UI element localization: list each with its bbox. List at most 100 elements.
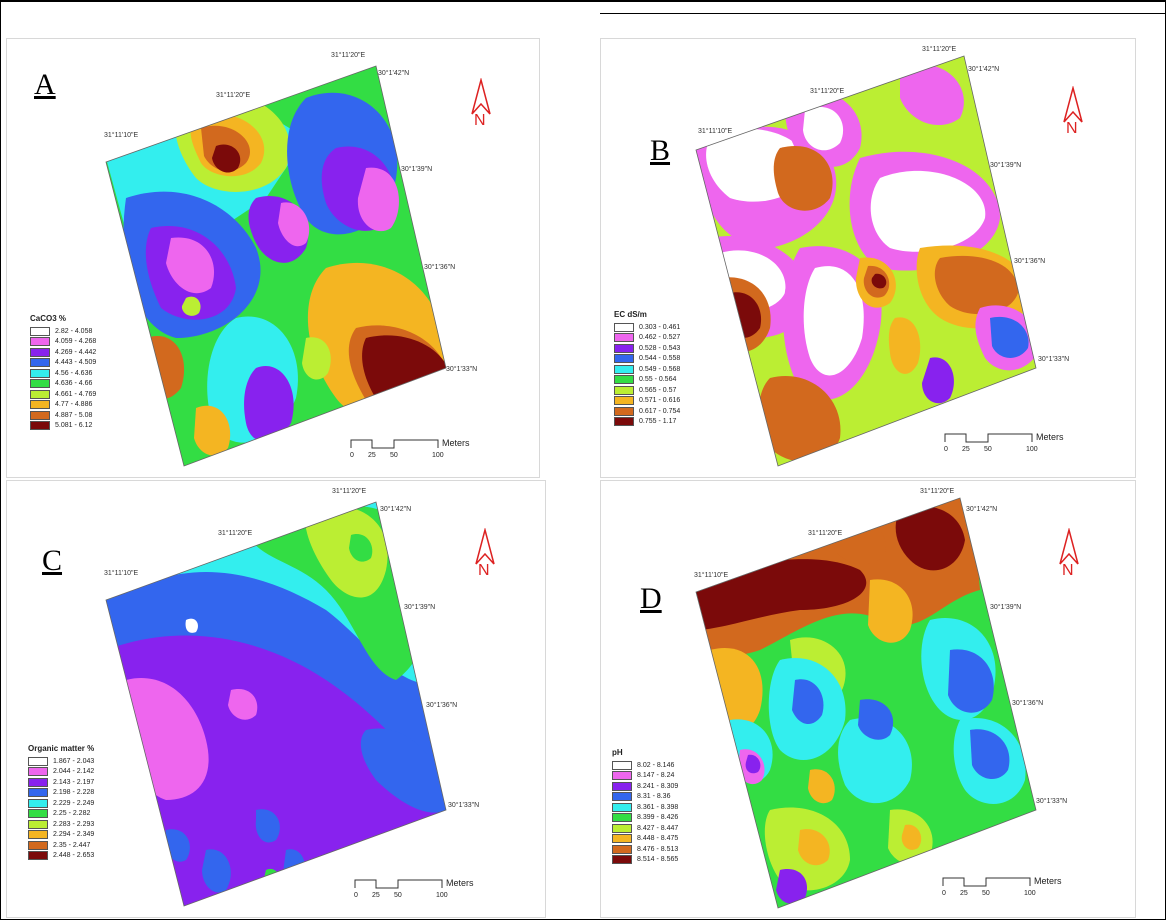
north-arrow-icon	[471, 78, 491, 115]
panel-border	[600, 480, 1136, 918]
coord-left: 31°11'10"E	[104, 570, 139, 577]
legend-item: 0.303 - 0.461	[614, 322, 680, 333]
legend-label: 0.571 - 0.616	[639, 397, 681, 405]
legend-label: 0.303 - 0.461	[639, 323, 681, 331]
legend-label: 8.514 - 8.565	[637, 856, 679, 864]
scale-tick: 100	[1026, 446, 1038, 453]
ec-map	[695, 55, 1037, 467]
legend-swatch	[612, 802, 632, 812]
legend-swatch	[612, 771, 632, 781]
legend-label: 0.462 - 0.527	[639, 334, 681, 342]
scale-unit: Meters	[1036, 432, 1064, 442]
legend: pH 8.02 - 8.146 8.147 - 8.24 8.241 - 8.309…	[612, 748, 678, 865]
legend-item: 8.514 - 8.565	[612, 855, 678, 866]
north-arrow: N	[466, 78, 496, 138]
legend-swatch	[612, 792, 632, 802]
legend-label: 4.636 - 4.66	[55, 380, 93, 388]
legend-swatch	[30, 358, 50, 368]
scale-tick: 50	[390, 452, 398, 459]
coord-mid: 31°11'20"E	[810, 88, 845, 95]
legend-item: 4.059 - 4.268	[30, 337, 96, 348]
scale-bar-graphic	[350, 439, 439, 449]
legend-item: 8.448 - 8.475	[612, 834, 678, 845]
coord-top: 31°11'20"E	[920, 488, 955, 495]
legend-label: 8.448 - 8.475	[637, 835, 679, 843]
legend-item: 2.283 - 2.293	[28, 819, 94, 830]
legend-swatch	[30, 368, 50, 378]
scale-tick: 100	[432, 452, 444, 459]
legend-item: 2.25 - 2.282	[28, 809, 94, 820]
coord-left: 31°11'10"E	[694, 572, 729, 579]
legend-label: 0.549 - 0.568	[639, 365, 681, 373]
legend-item: 0.617 - 0.754	[614, 406, 680, 417]
legend-label: 4.443 - 4.509	[55, 359, 97, 367]
scale-ticks: 0 25 50 100	[942, 890, 1036, 900]
legend-swatch	[28, 798, 48, 808]
coord-r3: 30°1'36"N	[1014, 258, 1046, 265]
legend-swatch	[28, 830, 48, 840]
legend-swatch	[28, 788, 48, 798]
north-arrow-icon	[1059, 528, 1079, 565]
north-label: N	[474, 112, 486, 129]
coord-r2: 30°1'39"N	[990, 162, 1022, 169]
legend-item: 0.55 - 0.564	[614, 375, 680, 386]
coord-top: 31°11'20"E	[922, 46, 957, 53]
coord-r3: 30°1'36"N	[424, 264, 456, 271]
legend: CaCO3 % 2.82 - 4.058 4.059 - 4.268 4.269 -…	[30, 314, 96, 431]
coord-r4: 30°1'33"N	[446, 366, 478, 373]
coord-top: 31°11'20"E	[332, 488, 367, 495]
coord-r4: 30°1'33"N	[1038, 356, 1070, 363]
legend-item: 2.229 - 2.249	[28, 798, 94, 809]
scale-bar-graphic	[942, 877, 1031, 887]
legend-label: 4.059 - 4.268	[55, 338, 97, 346]
legend-swatch	[28, 756, 48, 766]
legend-item: 2.35 - 2.447	[28, 840, 94, 851]
legend-swatch	[30, 379, 50, 389]
coord-left: 31°11'10"E	[698, 128, 733, 135]
legend-item: 2.82 - 4.058	[30, 326, 96, 337]
legend-label: 2.82 - 4.058	[55, 327, 93, 335]
scale-bar-graphic	[354, 879, 443, 889]
coord-r2: 30°1'39"N	[404, 604, 436, 611]
scale-bar: Meters 0 25 50 100	[942, 874, 1062, 900]
legend-label: 4.661 - 4.769	[55, 390, 97, 398]
legend-item: 0.528 - 0.543	[614, 343, 680, 354]
scale-tick: 0	[354, 892, 358, 899]
legend-item: 2.143 - 2.197	[28, 777, 94, 788]
legend-item: 8.361 - 8.398	[612, 802, 678, 813]
ph-map	[695, 497, 1037, 909]
scale-tick: 25	[962, 446, 970, 453]
scale-tick: 100	[1024, 890, 1036, 897]
top-rule-right	[600, 13, 1166, 14]
legend-swatch	[612, 823, 632, 833]
legend-label: 2.294 - 2.349	[53, 831, 95, 839]
coord-r2: 30°1'39"N	[990, 604, 1022, 611]
north-arrow-icon	[1063, 86, 1083, 123]
legend-label: 8.02 - 8.146	[637, 761, 675, 769]
legend-label: 4.56 - 4.636	[55, 369, 93, 377]
panel-letter: B	[650, 134, 671, 167]
legend-swatch	[614, 364, 634, 374]
top-rule	[0, 0, 1166, 2]
legend-swatch	[614, 343, 634, 353]
scale-tick: 50	[982, 890, 990, 897]
legend: Organic matter % 1.867 - 2.043 2.044 - 2.…	[28, 744, 94, 861]
legend-swatch	[30, 347, 50, 357]
legend-label: 1.867 - 2.043	[53, 757, 95, 765]
legend-label: 4.887 - 5.08	[55, 411, 93, 419]
scale-ticks: 0 25 50 100	[354, 892, 448, 902]
legend-swatch	[28, 767, 48, 777]
coord-r1: 30°1'42"N	[968, 66, 1000, 73]
legend-swatch	[612, 813, 632, 823]
legend-item: 4.887 - 5.08	[30, 410, 96, 421]
scale-tick: 50	[984, 446, 992, 453]
legend-swatch	[30, 389, 50, 399]
legend-title: pH	[612, 748, 623, 757]
legend-item: 8.147 - 8.24	[612, 771, 678, 782]
scale-ticks: 0 25 50 100	[944, 446, 1038, 456]
legend-swatch	[614, 354, 634, 364]
legend-label: 0.565 - 0.57	[639, 386, 677, 394]
legend-label: 0.617 - 0.754	[639, 407, 681, 415]
legend-rows: 1.867 - 2.043 2.044 - 2.142 2.143 - 2.197 2…	[28, 756, 94, 861]
legend-item: 4.56 - 4.636	[30, 368, 96, 379]
